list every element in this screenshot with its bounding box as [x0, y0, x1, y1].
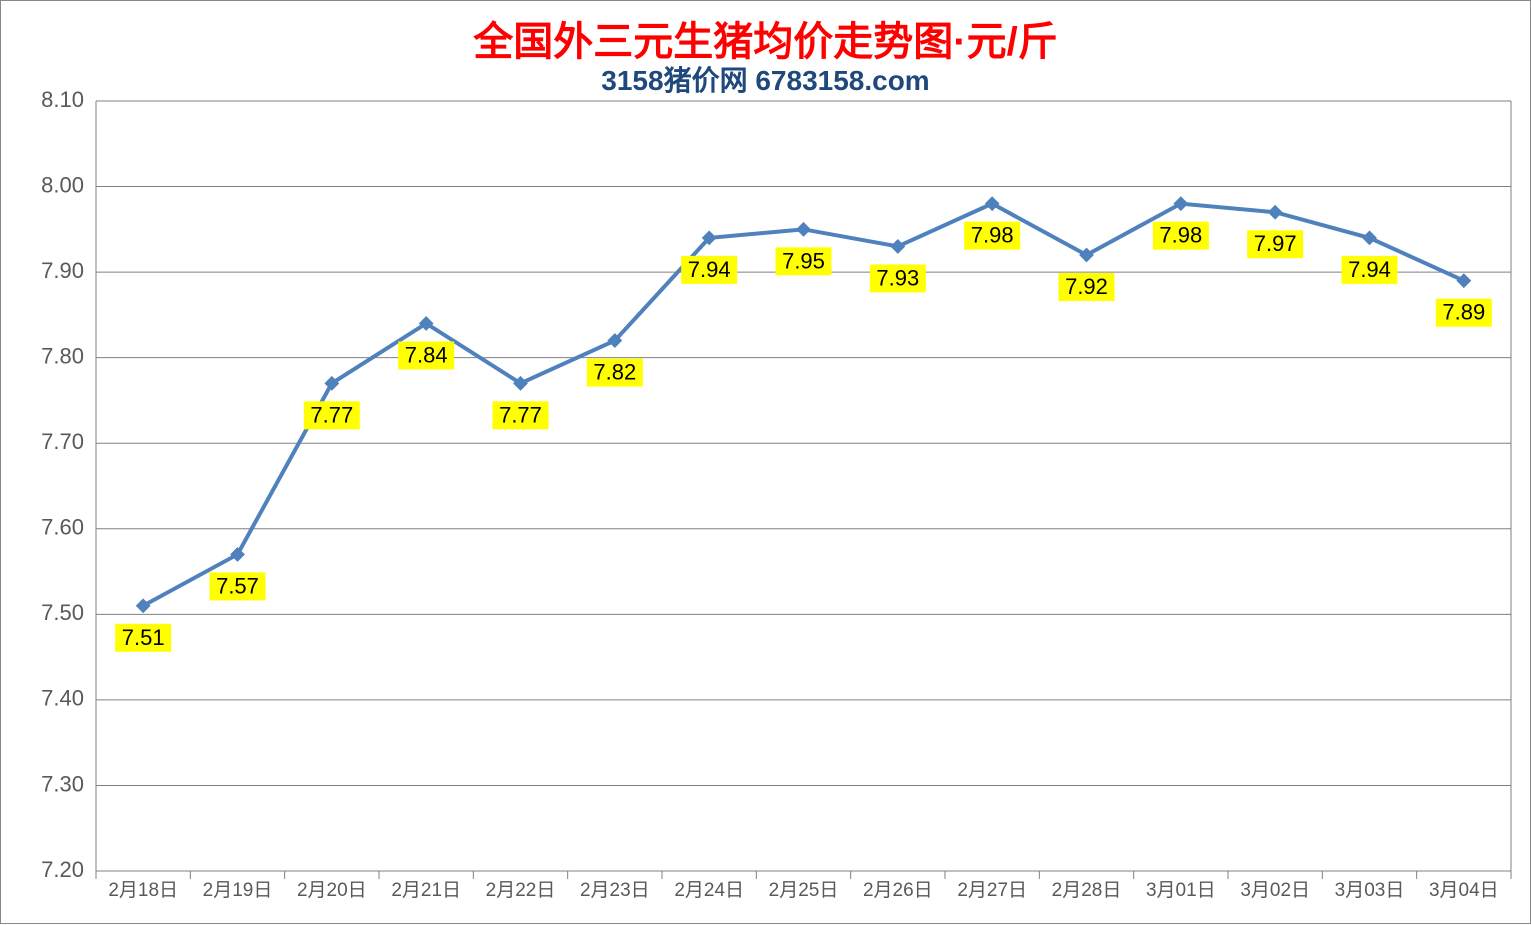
x-tick-label: 2月27日 [957, 880, 1027, 901]
y-tick-label: 8.00 [41, 172, 84, 197]
series-marker [798, 223, 810, 235]
series-marker [892, 240, 904, 252]
data-label: 7.92 [1065, 274, 1108, 299]
data-label: 7.98 [1159, 223, 1202, 248]
y-tick-label: 8.10 [41, 87, 84, 112]
x-tick-label: 2月25日 [769, 880, 839, 901]
x-tick-label: 2月19日 [203, 880, 273, 901]
x-tick-label: 3月02日 [1240, 880, 1310, 901]
data-label: 7.97 [1254, 231, 1297, 256]
y-tick-label: 7.30 [41, 771, 84, 796]
x-tick-label: 2月23日 [580, 880, 650, 901]
data-label: 7.98 [971, 223, 1014, 248]
x-tick-label: 3月01日 [1146, 880, 1216, 901]
data-label: 7.89 [1442, 300, 1485, 325]
series-marker [1269, 206, 1281, 218]
data-label: 7.95 [782, 248, 825, 273]
data-label: 7.93 [876, 265, 919, 290]
series-marker [1364, 232, 1376, 244]
data-label: 7.94 [688, 257, 731, 282]
chart-svg: 7.20 7.30 7.40 7.50 7.60 7.70 7.80 7.90 8.00 8.10… [1, 1, 1531, 925]
y-tick-label: 7.70 [41, 429, 84, 454]
x-tick-label: 2月18日 [108, 880, 178, 901]
x-tick-label: 3月04日 [1429, 880, 1499, 901]
data-label: 7.57 [216, 573, 259, 598]
y-tick-label: 7.60 [41, 515, 84, 540]
chart-container: 全国外三元生猪均价走势图·元/斤 3158猪价网 6783158.com 7.2… [0, 0, 1531, 924]
series-marker [1458, 275, 1470, 287]
data-label: 7.77 [310, 402, 353, 427]
x-tick-label: 2月22日 [486, 880, 556, 901]
x-tick-label: 2月20日 [297, 880, 367, 901]
x-tick-label: 2月24日 [674, 880, 744, 901]
y-tick-label: 7.50 [41, 600, 84, 625]
x-tick-label: 2月28日 [1052, 880, 1122, 901]
x-tick-label: 2月26日 [863, 880, 933, 901]
data-label: 7.82 [593, 360, 636, 385]
y-tick-label: 7.40 [41, 686, 84, 711]
y-tick-label: 7.90 [41, 258, 84, 283]
x-tick-label: 2月21日 [391, 880, 461, 901]
data-label: 7.84 [405, 342, 448, 367]
y-tick-label: 7.20 [41, 857, 84, 882]
y-tick-label: 7.80 [41, 343, 84, 368]
data-label: 7.94 [1348, 257, 1391, 282]
data-label: 7.77 [499, 402, 542, 427]
data-label: 7.51 [122, 625, 165, 650]
x-tick-label: 3月03日 [1335, 880, 1405, 901]
